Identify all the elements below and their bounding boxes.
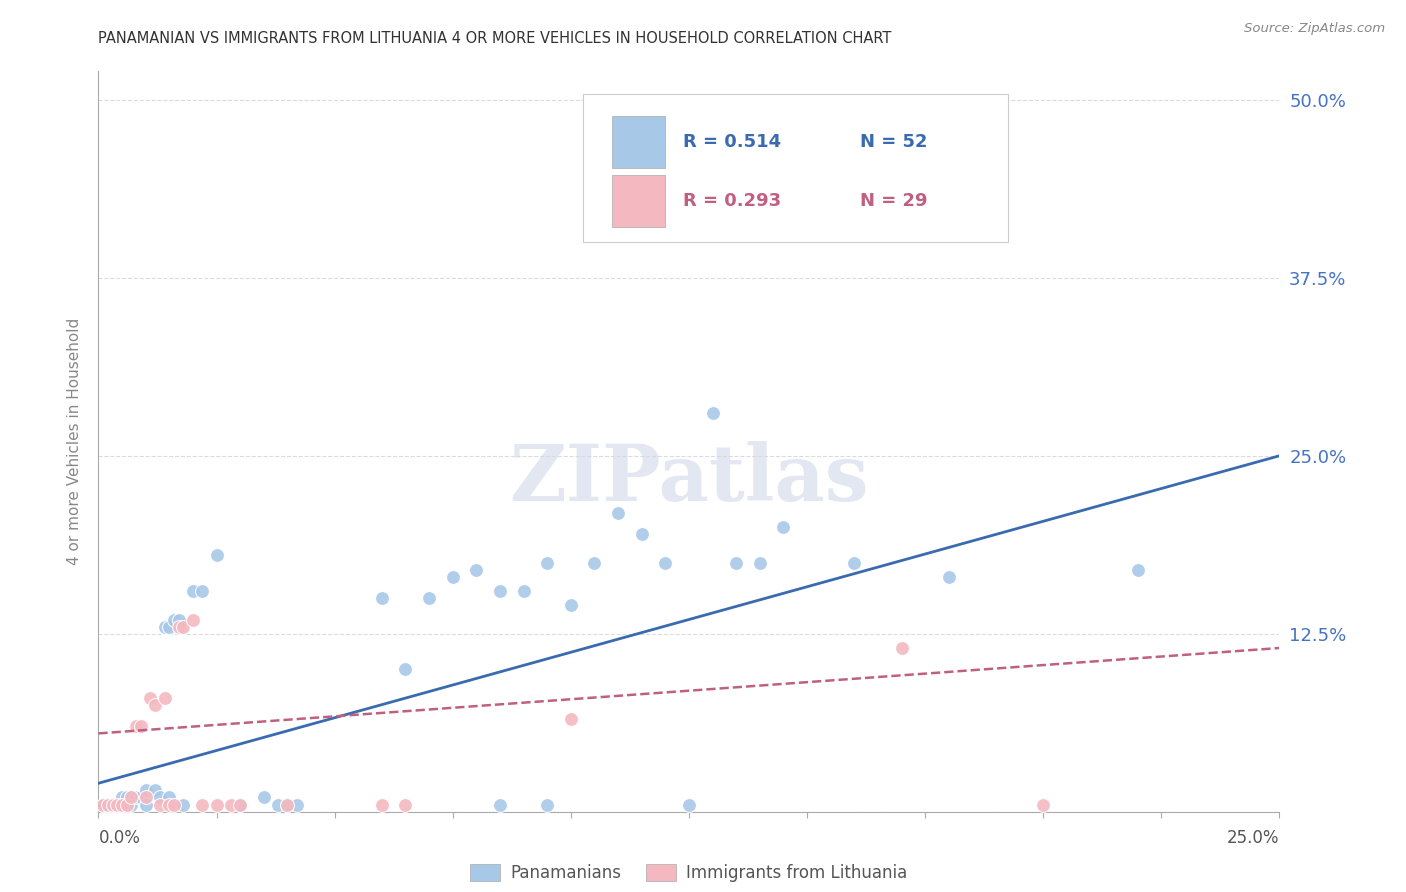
Point — [125, 790, 148, 805]
Point — [191, 797, 214, 812]
Point — [111, 790, 134, 805]
Text: 0.0%: 0.0% — [98, 829, 141, 847]
Point — [111, 797, 134, 812]
Point — [560, 712, 582, 726]
Point — [167, 619, 190, 633]
Point — [125, 719, 148, 733]
Point — [157, 619, 180, 633]
Point — [560, 599, 582, 613]
Point — [97, 797, 120, 812]
Point — [1126, 563, 1149, 577]
Point — [465, 563, 488, 577]
Point — [394, 662, 416, 676]
Point — [229, 797, 252, 812]
Point — [772, 520, 794, 534]
Point — [890, 640, 912, 655]
Point — [702, 406, 724, 420]
Point — [135, 783, 157, 797]
Point — [181, 613, 204, 627]
Point — [205, 549, 228, 563]
Point — [371, 591, 394, 606]
Point — [105, 797, 128, 812]
Point — [489, 584, 512, 599]
Point — [101, 797, 124, 812]
Text: N = 29: N = 29 — [860, 192, 928, 210]
Point — [172, 797, 194, 812]
Point — [149, 790, 172, 805]
Point — [143, 783, 166, 797]
Point — [149, 797, 172, 812]
Text: R = 0.514: R = 0.514 — [683, 133, 782, 151]
Y-axis label: 4 or more Vehicles in Household: 4 or more Vehicles in Household — [66, 318, 82, 566]
Point — [121, 797, 143, 812]
Point — [441, 570, 464, 584]
Point — [512, 584, 534, 599]
Point — [276, 797, 298, 812]
Point — [115, 797, 138, 812]
Point — [285, 797, 308, 812]
Point — [725, 556, 748, 570]
Point — [157, 797, 180, 812]
Point — [678, 797, 700, 812]
Point — [157, 790, 180, 805]
Point — [536, 797, 558, 812]
Point — [536, 556, 558, 570]
Point — [844, 556, 866, 570]
Point — [153, 619, 176, 633]
Point — [219, 797, 242, 812]
Point — [129, 790, 152, 805]
Point — [105, 797, 128, 812]
Point — [654, 556, 676, 570]
Point — [371, 797, 394, 812]
Text: ZIPatlas: ZIPatlas — [509, 441, 869, 516]
Point — [630, 527, 652, 541]
Point — [418, 591, 440, 606]
Point — [191, 584, 214, 599]
Text: R = 0.293: R = 0.293 — [683, 192, 782, 210]
Bar — [612, 116, 665, 168]
Point — [253, 790, 276, 805]
Point — [153, 690, 176, 705]
Text: Source: ZipAtlas.com: Source: ZipAtlas.com — [1244, 22, 1385, 36]
Point — [938, 570, 960, 584]
Point — [135, 790, 157, 805]
Point — [97, 797, 120, 812]
Point — [163, 797, 186, 812]
Point — [607, 506, 630, 520]
Point — [135, 797, 157, 812]
Point — [143, 698, 166, 712]
Legend: Panamanians, Immigrants from Lithuania: Panamanians, Immigrants from Lithuania — [464, 857, 914, 888]
Point — [1032, 797, 1054, 812]
Point — [111, 797, 134, 812]
Point — [172, 619, 194, 633]
Point — [129, 719, 152, 733]
Point — [276, 797, 298, 812]
Point — [229, 797, 252, 812]
Point — [394, 797, 416, 812]
Point — [489, 797, 512, 812]
Point — [205, 797, 228, 812]
Point — [583, 556, 606, 570]
Point — [91, 797, 114, 812]
Point — [163, 613, 186, 627]
Point — [167, 613, 190, 627]
Bar — [612, 175, 665, 227]
Point — [91, 797, 114, 812]
Text: PANAMANIAN VS IMMIGRANTS FROM LITHUANIA 4 OR MORE VEHICLES IN HOUSEHOLD CORRELAT: PANAMANIAN VS IMMIGRANTS FROM LITHUANIA … — [98, 31, 891, 46]
Text: N = 52: N = 52 — [860, 133, 928, 151]
Point — [748, 556, 770, 570]
Point — [101, 797, 124, 812]
Point — [115, 790, 138, 805]
Point — [267, 797, 290, 812]
Text: 25.0%: 25.0% — [1227, 829, 1279, 847]
Point — [121, 790, 143, 805]
FancyBboxPatch shape — [582, 94, 1008, 242]
Point — [139, 690, 162, 705]
Point — [121, 790, 143, 805]
Point — [181, 584, 204, 599]
